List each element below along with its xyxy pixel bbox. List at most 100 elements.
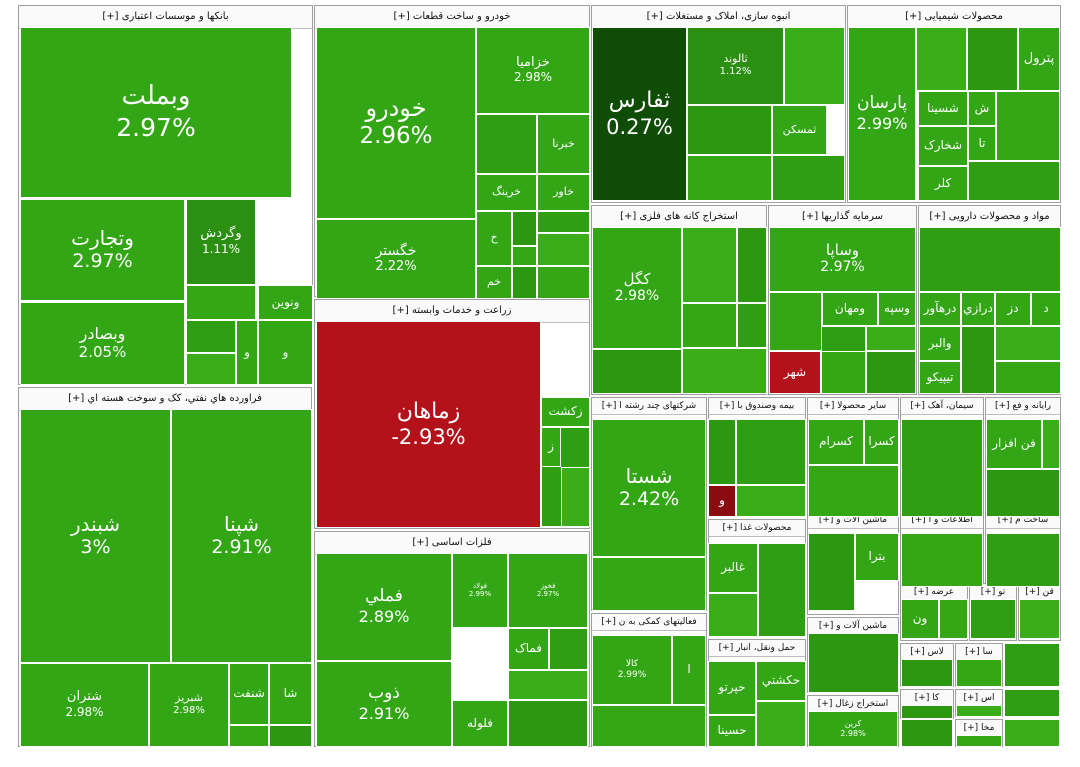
stock-tile[interactable]: شبريز 2.98%: [149, 663, 229, 747]
treemap-cell[interactable]: [708, 419, 736, 485]
treemap-cell[interactable]: [968, 161, 1060, 201]
stock-tile[interactable]: فلوله: [452, 700, 508, 747]
treemap-cell[interactable]: [186, 353, 236, 385]
sector-title[interactable]: حمل ونقل، انبار [+]: [709, 640, 805, 657]
sector-title[interactable]: انبوه سازی، املاک و مستغلات [+]: [592, 6, 845, 29]
sector-title[interactable]: فعالیتهای کمکی به ن [+]: [592, 614, 706, 631]
stock-tile[interactable]: زماهان -2.93%: [316, 321, 541, 528]
treemap-cell[interactable]: [916, 27, 967, 91]
sector-title[interactable]: استخراج کانه های فلزی [+]: [592, 206, 766, 229]
stock-tile[interactable]: ز: [541, 427, 561, 467]
treemap-cell[interactable]: [1042, 419, 1060, 469]
stock-tile[interactable]: تا: [968, 126, 996, 161]
treemap-cell[interactable]: [512, 246, 537, 266]
stock-tile[interactable]: وبصادر 2.05%: [20, 302, 185, 385]
stock-tile[interactable]: و: [258, 320, 313, 385]
stock-tile[interactable]: و: [236, 320, 258, 385]
stock-tile[interactable]: شا: [269, 663, 312, 725]
treemap-cell[interactable]: [682, 303, 737, 348]
stock-tile[interactable]: کسرام: [808, 419, 864, 465]
stock-tile[interactable]: خم: [476, 266, 512, 299]
stock-tile[interactable]: حپرتو: [708, 661, 756, 715]
stock-tile[interactable]: دز: [995, 292, 1031, 326]
treemap-cell[interactable]: [512, 266, 537, 299]
stock-tile[interactable]: حکشتي: [756, 661, 806, 701]
stock-tile[interactable]: خگستر 2.22%: [316, 219, 476, 299]
treemap-cell[interactable]: [756, 701, 806, 747]
treemap-cell[interactable]: [537, 266, 590, 299]
stock-tile[interactable]: و: [708, 485, 736, 517]
stock-tile[interactable]: کلر: [918, 166, 968, 201]
treemap-cell[interactable]: [866, 326, 916, 351]
stock-tile[interactable]: وبملت 2.97%: [20, 27, 292, 198]
stock-tile[interactable]: خرينگ: [476, 174, 537, 211]
treemap-cell[interactable]: [901, 659, 953, 687]
treemap-cell[interactable]: [229, 725, 269, 747]
treemap-cell[interactable]: [508, 670, 588, 700]
treemap-cell[interactable]: [512, 211, 537, 246]
treemap-cell[interactable]: [561, 467, 590, 527]
treemap-cell[interactable]: [808, 633, 899, 693]
stock-tile[interactable]: زکشت: [541, 397, 590, 427]
stock-tile[interactable]: شپنا 2.91%: [171, 409, 312, 663]
stock-tile[interactable]: خ: [476, 211, 512, 266]
stock-tile[interactable]: شخارک: [918, 126, 968, 166]
treemap-cell[interactable]: [1004, 719, 1060, 747]
stock-tile[interactable]: ثفارس 0.27%: [592, 27, 687, 201]
treemap-cell[interactable]: [967, 27, 1018, 91]
treemap-cell[interactable]: [866, 351, 916, 394]
treemap-cell[interactable]: [736, 419, 806, 485]
sector-title[interactable]: خودرو و ساخت قطعات [+]: [315, 6, 589, 29]
treemap-cell[interactable]: [592, 349, 682, 394]
sector-title[interactable]: فراورده هاي نفتي، کک و سوخت هسته اي [+]: [19, 388, 311, 411]
stock-tile[interactable]: والبر: [919, 326, 961, 361]
treemap-cell[interactable]: [808, 533, 855, 611]
stock-tile[interactable]: شسينا: [918, 91, 968, 126]
stock-tile[interactable]: شهر: [769, 351, 821, 394]
treemap-cell[interactable]: [537, 233, 590, 266]
treemap-cell[interactable]: [549, 628, 588, 670]
sector-title[interactable]: بیمه وصندوق با [+]: [709, 398, 805, 415]
stock-tile[interactable]: فماک: [508, 628, 549, 670]
stock-tile[interactable]: درهآور: [919, 292, 961, 326]
stock-tile[interactable]: فخوز 2.97%: [508, 553, 588, 628]
stock-tile[interactable]: شبندر 3%: [20, 409, 171, 663]
treemap-cell[interactable]: [687, 155, 772, 201]
treemap-cell[interactable]: [901, 533, 983, 587]
treemap-cell[interactable]: [1004, 689, 1060, 717]
treemap-cell[interactable]: [956, 735, 1002, 747]
stock-tile[interactable]: درازي: [961, 292, 995, 326]
stock-tile[interactable]: وتجارت 2.97%: [20, 199, 185, 301]
stock-tile[interactable]: شستا 2.42%: [592, 419, 706, 557]
sector-30[interactable]: مخا [+]: [955, 719, 1003, 747]
sector-title[interactable]: مواد و محصولات دارویی [+]: [919, 206, 1060, 229]
stock-tile[interactable]: تيپيکو: [919, 361, 961, 394]
stock-tile[interactable]: ون: [901, 599, 939, 639]
stock-tile[interactable]: فملي 2.89%: [316, 553, 452, 661]
stock-tile[interactable]: فن افزار: [986, 419, 1042, 469]
stock-tile[interactable]: خبرنا: [537, 114, 590, 174]
treemap-cell[interactable]: [996, 91, 1060, 161]
treemap-cell[interactable]: [769, 292, 822, 351]
treemap-cell[interactable]: [961, 326, 995, 394]
stock-tile[interactable]: ا: [672, 635, 706, 705]
treemap-cell[interactable]: [186, 320, 236, 353]
treemap-cell[interactable]: [970, 599, 1016, 639]
treemap-cell[interactable]: [821, 351, 866, 394]
stock-tile[interactable]: حسينا: [708, 715, 756, 747]
sector-title[interactable]: محصولات غذا [+]: [709, 520, 805, 537]
sector-title[interactable]: شرکتهای چند رشته ا [+]: [592, 398, 706, 415]
treemap-cell[interactable]: [901, 719, 953, 747]
treemap-cell[interactable]: [1019, 599, 1060, 639]
treemap-cell[interactable]: [939, 599, 968, 639]
stock-tile[interactable]: وسپه: [878, 292, 916, 326]
sector-title[interactable]: محصولات شیمیایی [+]: [848, 6, 1060, 29]
treemap-cell[interactable]: [186, 285, 256, 320]
sector-title[interactable]: بانکها و موسسات اعتباری [+]: [19, 6, 312, 29]
sector-title[interactable]: سیمان، آهک [+]: [901, 398, 983, 415]
stock-tile[interactable]: فولاد 2.99%: [452, 553, 508, 628]
stock-tile[interactable]: ش: [968, 91, 996, 126]
stock-tile[interactable]: پترول: [1018, 27, 1060, 91]
treemap-cell[interactable]: [687, 105, 772, 155]
treemap-cell[interactable]: [476, 114, 537, 174]
